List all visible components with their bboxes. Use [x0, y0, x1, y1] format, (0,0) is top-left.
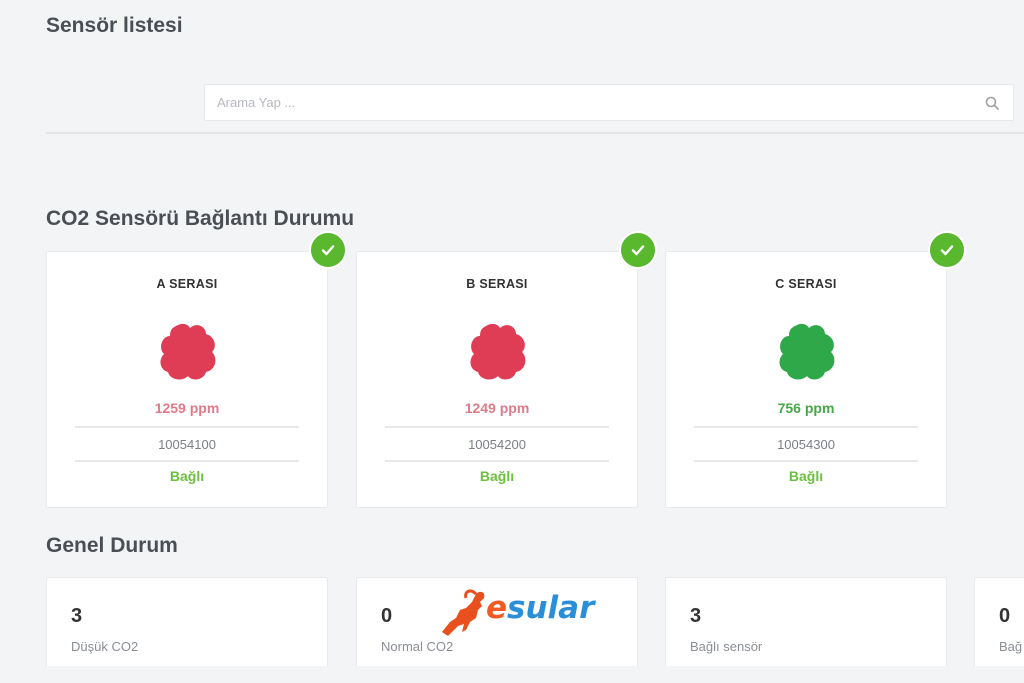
stat-value: 0: [381, 605, 393, 627]
divider: [75, 460, 299, 462]
connection-status: Bağlı: [479, 468, 515, 484]
sensor-serial: 10054300: [777, 437, 835, 452]
sensor-name: C SERASI: [775, 277, 837, 291]
co2-level-icon: [470, 323, 526, 380]
ppm-reading: 1249 ppm: [464, 400, 530, 416]
divider: [75, 426, 299, 428]
co2-section-title: CO2 Sensörü Bağlantı Durumu: [46, 207, 355, 230]
divider: [694, 460, 918, 462]
check-icon: [928, 231, 966, 269]
goat-logo-icon: [442, 589, 485, 636]
ppm-reading: 756 ppm: [777, 400, 835, 416]
stat-label: Bağ: [999, 639, 1023, 654]
divider: [385, 426, 609, 428]
sensor-card-c[interactable]: C SERASI 756 ppm 10054300 Bağlı: [665, 231, 966, 508]
stat-value: 3: [690, 605, 702, 627]
divider: [385, 460, 609, 462]
connection-status: Bağlı: [788, 468, 824, 484]
page-title: Sensör listesi: [46, 14, 183, 37]
stat-card-low-co2[interactable]: 3 Düşük CO2: [46, 577, 328, 677]
stat-value: 3: [71, 605, 83, 627]
sensor-serial: 10054200: [468, 437, 526, 452]
sensor-name: B SERASI: [466, 277, 528, 291]
stat-value: 0: [999, 605, 1011, 627]
stat-label: Düşük CO2: [71, 639, 139, 654]
divider: [694, 426, 918, 428]
stat-card-connected[interactable]: 3 Bağlı sensör: [665, 577, 947, 677]
watermark-text: esular: [486, 590, 595, 626]
stat-label: Normal CO2: [381, 639, 454, 654]
co2-level-icon: [160, 323, 216, 380]
connection-status: Bağlı: [169, 468, 205, 484]
sensor-card-a[interactable]: A SERASI 1259 ppm 10054100 Bağlı: [46, 231, 347, 508]
search-input[interactable]: [205, 85, 1013, 120]
general-section-title: Genel Durum: [46, 534, 178, 557]
check-icon: [309, 231, 347, 269]
stat-label: Bağlı sensör: [690, 639, 763, 654]
check-icon: [619, 231, 657, 269]
ppm-reading: 1259 ppm: [154, 400, 220, 416]
sensor-name: A SERASI: [156, 277, 218, 291]
search-icon[interactable]: [985, 96, 999, 110]
search-box[interactable]: [204, 84, 1014, 121]
sensor-card-b[interactable]: B SERASI 1249 ppm 10054200 Bağlı: [356, 231, 657, 508]
divider: [46, 132, 1024, 134]
sensor-serial: 10054100: [158, 437, 216, 452]
bottom-strip: [0, 666, 1024, 683]
co2-level-icon: [779, 323, 835, 380]
stat-card-partial[interactable]: 0 Bağ: [974, 577, 1024, 677]
watermark-logo: esular: [436, 588, 596, 640]
